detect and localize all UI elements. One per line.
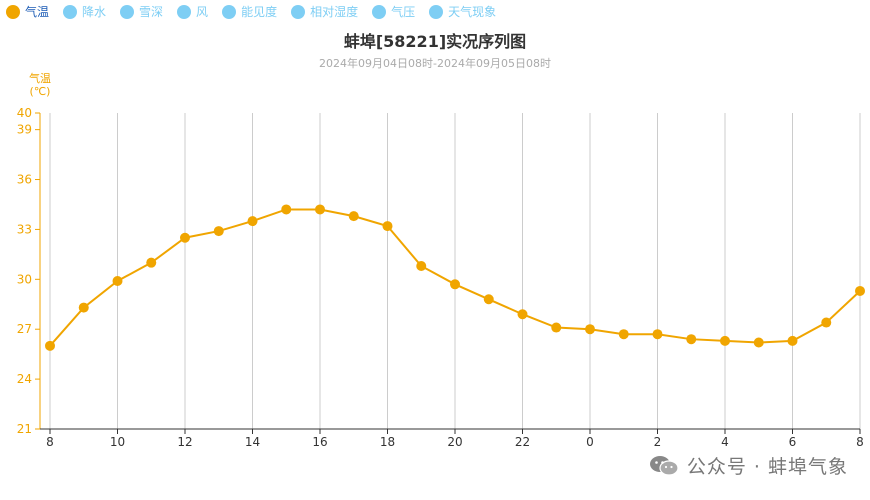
legend-dot-icon <box>63 5 78 19</box>
tab-1[interactable]: 降水 <box>63 5 106 19</box>
y-tick-label: 33 <box>17 222 32 236</box>
data-point <box>753 337 764 348</box>
x-tick-label: 12 <box>177 435 192 449</box>
legend-dot-icon <box>291 5 306 19</box>
y-tick-label: 36 <box>17 173 32 187</box>
x-tick-label: 18 <box>380 435 395 449</box>
y-tick-label: 24 <box>17 372 32 386</box>
data-point <box>348 211 359 222</box>
data-point <box>787 335 798 346</box>
tab-label: 相对湿度 <box>310 5 359 19</box>
tab-6[interactable]: 气压 <box>372 5 415 19</box>
tab-7[interactable]: 天气现象 <box>429 5 496 19</box>
data-point <box>483 294 494 305</box>
data-point <box>551 322 562 333</box>
y-tick-label: 27 <box>17 322 32 336</box>
x-tick-label: 0 <box>586 435 594 449</box>
data-point <box>112 275 123 286</box>
tab-5[interactable]: 相对湿度 <box>291 5 358 19</box>
tab-0[interactable]: 气温 <box>6 5 49 19</box>
tab-2[interactable]: 雪深 <box>120 5 163 19</box>
data-point <box>247 216 258 227</box>
tab-label: 风 <box>196 5 209 19</box>
y-tick-label: 30 <box>17 272 32 286</box>
x-tick-label: 8 <box>856 435 864 449</box>
x-tick-label: 20 <box>447 435 462 449</box>
y-axis-label: 气温 (℃) <box>20 72 60 98</box>
legend-dot-icon <box>177 5 192 19</box>
x-tick-label: 16 <box>312 435 327 449</box>
tab-label: 天气现象 <box>448 5 497 19</box>
data-point <box>821 317 832 328</box>
data-point <box>686 334 697 345</box>
tab-label: 能见度 <box>241 5 278 19</box>
legend-dot-icon <box>429 5 444 19</box>
data-point <box>281 204 292 215</box>
data-point <box>450 279 460 290</box>
y-axis-label-unit: (℃) <box>29 85 51 98</box>
data-point <box>382 221 393 232</box>
data-point <box>180 232 190 243</box>
data-point <box>45 340 55 351</box>
tab-label: 气温 <box>25 5 50 19</box>
x-tick-label: 4 <box>721 435 729 449</box>
watermark-text: 公众号 · 蚌埠气象 <box>686 456 848 478</box>
legend-dot-icon <box>222 5 237 19</box>
tab-label: 气压 <box>391 5 416 19</box>
chart-title: 蚌埠[58221]实况序列图 <box>343 32 527 51</box>
data-point <box>652 329 663 340</box>
x-tick-label: 10 <box>110 435 125 449</box>
tab-label: 降水 <box>82 5 107 19</box>
x-tick-label: 8 <box>46 435 54 449</box>
data-point <box>315 204 325 215</box>
watermark: 公众号 · 蚌埠气象 <box>649 452 848 479</box>
x-tick-label: 22 <box>515 435 530 449</box>
data-point <box>618 329 629 340</box>
x-tick-label: 2 <box>654 435 662 449</box>
legend-dot-icon <box>6 5 20 19</box>
wechat-icon <box>649 455 679 476</box>
x-tick-label: 6 <box>789 435 797 449</box>
y-tick-label: 21 <box>17 422 32 436</box>
data-point <box>213 226 224 237</box>
element-tabs: 气温 降水 雪深 风 能见度 相对湿度 气压 天气现象 <box>6 3 510 21</box>
tab-4[interactable]: 能见度 <box>222 5 277 19</box>
data-point <box>517 309 528 320</box>
data-point <box>855 285 865 296</box>
data-point <box>585 324 595 335</box>
y-axis-label-name: 气温 <box>29 72 51 85</box>
data-point <box>416 261 427 272</box>
legend-dot-icon <box>120 5 135 19</box>
chart-subtitle: 2024年09月04日08时-2024年09月05日08时 <box>319 57 551 70</box>
data-point <box>78 302 89 313</box>
data-point <box>146 257 157 268</box>
tab-label: 雪深 <box>139 5 164 19</box>
tab-3[interactable]: 风 <box>177 5 208 19</box>
data-point <box>720 335 730 346</box>
x-tick-label: 14 <box>245 435 260 449</box>
legend-dot-icon <box>372 5 387 19</box>
y-tick-label: 39 <box>17 123 32 137</box>
y-tick-label: 40 <box>17 106 32 120</box>
